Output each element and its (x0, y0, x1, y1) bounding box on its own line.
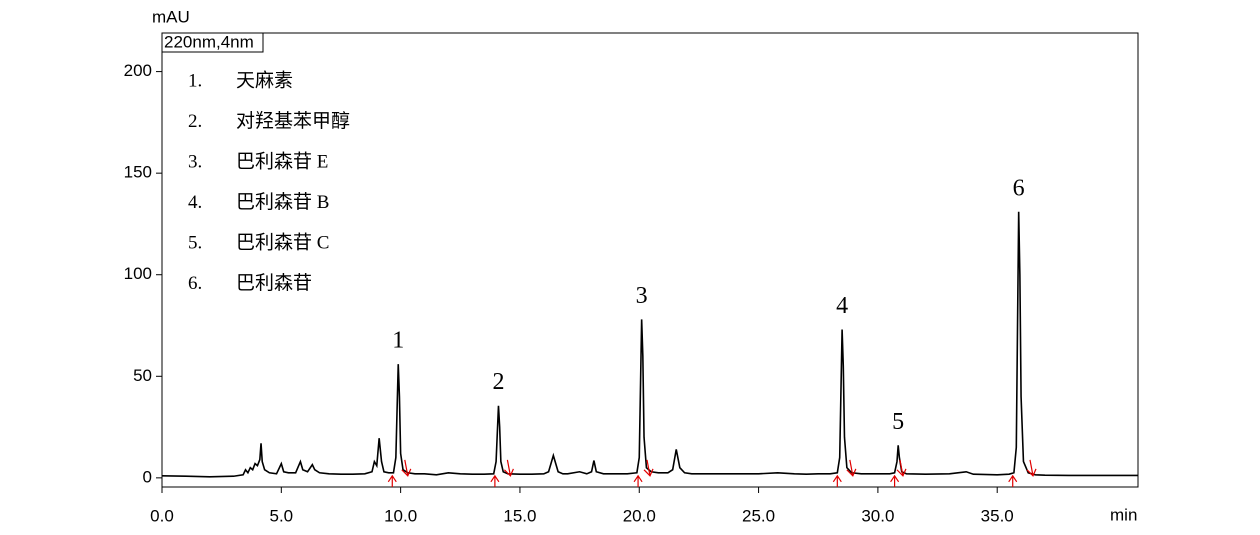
compound-number: 6. (188, 273, 202, 294)
integration-start-marker (1008, 474, 1018, 487)
compound-name: 天麻素 (236, 69, 293, 91)
detector-box (161, 32, 264, 53)
compound-name: 巴利森苷 E (236, 150, 328, 172)
y-axis-label: mAU (152, 7, 190, 26)
y-tick-label: 150 (124, 163, 152, 182)
integration-end-marker (401, 459, 412, 477)
x-tick-label: 5.0 (269, 506, 293, 525)
y-tick-label: 0 (143, 467, 152, 486)
x-tick-label: 20.0 (623, 506, 656, 525)
integration-start-marker (832, 474, 842, 487)
compound-number: 5. (188, 232, 202, 253)
x-tick-label: 15.0 (503, 506, 536, 525)
integration-start-marker (490, 474, 500, 487)
y-tick-label: 100 (124, 264, 152, 283)
compound-number: 3. (188, 151, 202, 172)
compound-number: 2. (188, 111, 202, 132)
integration-start-marker (387, 474, 397, 487)
compound-number: 4. (188, 192, 202, 213)
peak-label: 2 (492, 369, 504, 395)
peak-label: 3 (636, 283, 648, 309)
integration-start-marker (633, 474, 643, 487)
compound-name: 巴利森苷 B (236, 191, 329, 213)
peak-label: 6 (1013, 175, 1025, 201)
integration-end-marker (896, 459, 907, 477)
compound-number: 1. (188, 70, 202, 91)
x-axis-label: min (1110, 505, 1137, 524)
detector-label: 220nm,4nm (164, 32, 254, 51)
integration-end-marker (643, 459, 654, 477)
peak-label: 5 (892, 409, 904, 435)
x-tick-label: 35.0 (981, 506, 1014, 525)
plot-frame (161, 32, 1139, 488)
compound-name: 对羟基苯甲醇 (236, 110, 350, 132)
x-tick-label: 25.0 (742, 506, 775, 525)
compound-name: 巴利森苷 C (236, 231, 329, 253)
integration-start-marker (890, 474, 900, 487)
compound-name: 巴利森苷 (236, 272, 312, 294)
y-tick-label: 200 (124, 61, 152, 80)
peak-label: 1 (392, 328, 404, 354)
chromatogram-line (161, 211, 1138, 478)
integration-end-marker (846, 459, 857, 477)
peak-label: 4 (836, 293, 848, 319)
y-tick-label: 50 (133, 366, 152, 385)
integration-end-marker (503, 459, 514, 477)
x-tick-label: 0.0 (150, 506, 174, 525)
x-tick-label: 30.0 (861, 506, 894, 525)
integration-end-marker (1026, 459, 1037, 477)
x-tick-label: 10.0 (384, 506, 417, 525)
